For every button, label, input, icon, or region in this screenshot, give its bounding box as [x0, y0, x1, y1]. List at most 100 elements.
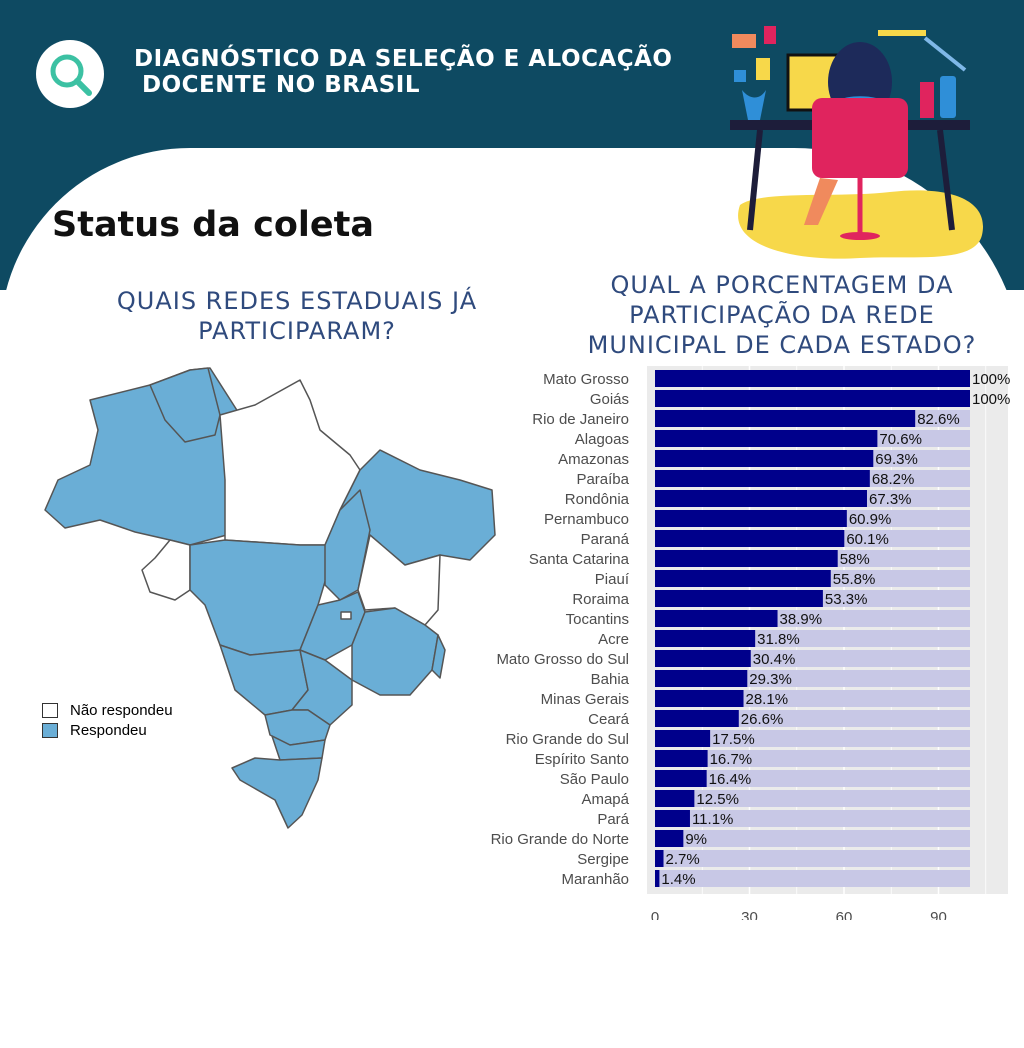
data-label: 70.6%	[879, 431, 922, 448]
data-label: 100%	[972, 391, 1010, 408]
map-region-santa-catarina-responded	[271, 735, 326, 761]
category-label: Sergipe	[577, 851, 629, 868]
data-label: 29.3%	[749, 671, 792, 688]
data-label: 68.2%	[872, 471, 915, 488]
bar	[655, 650, 751, 667]
bar	[655, 550, 838, 567]
map-chart-title: QUAIS REDES ESTADUAIS JÁ PARTICIPARAM?	[116, 287, 478, 345]
bar-background	[655, 770, 970, 787]
x-tick-label: 0	[651, 909, 659, 920]
data-label: 60.1%	[846, 531, 889, 548]
map-region-amapa-responded	[149, 367, 221, 443]
bar	[655, 770, 707, 787]
bar	[655, 390, 970, 407]
bar	[655, 690, 744, 707]
category-label: Alagoas	[575, 431, 629, 448]
participation-bar-chart: Mato Grosso 100% Goiás 100% Rio de Janeiro 82…	[491, 366, 1010, 920]
category-label: Amazonas	[558, 451, 629, 468]
bar	[655, 730, 711, 747]
data-label: 17.5%	[712, 731, 755, 748]
bar	[655, 850, 664, 867]
data-label: 100%	[972, 371, 1010, 388]
category-label: Acre	[598, 631, 629, 648]
category-label: Rondônia	[565, 491, 630, 508]
category-label: São Paulo	[560, 771, 629, 788]
category-label: Goiás	[590, 391, 629, 408]
bar-chart-title: QUAL A PORCENTAGEM DA PARTICIPAÇÃO DA RE…	[587, 271, 977, 359]
legend-swatch-responded	[42, 722, 58, 738]
data-label: 12.5%	[696, 791, 739, 808]
legend-label-responded: Respondeu	[70, 721, 147, 739]
category-label: Espírito Santo	[535, 751, 629, 768]
bar	[655, 750, 708, 767]
bar-background	[655, 750, 970, 767]
category-label: Paraíba	[576, 471, 629, 488]
bar	[655, 630, 756, 647]
bar	[655, 790, 695, 807]
bar	[655, 570, 831, 587]
category-label: Amapá	[581, 791, 629, 808]
data-label: 69.3%	[875, 451, 918, 468]
brazil-states-map	[44, 367, 496, 829]
bar	[655, 590, 823, 607]
x-tick-label: 90	[930, 909, 947, 920]
bar	[655, 710, 739, 727]
bar-background	[655, 830, 970, 847]
bar	[655, 670, 748, 687]
category-label: Piauí	[595, 571, 630, 588]
bar	[655, 830, 684, 847]
category-label: Mato Grosso	[543, 371, 629, 388]
category-label: Bahia	[591, 671, 630, 688]
data-label: 11.1%	[692, 811, 733, 828]
data-label: 2.7%	[666, 851, 700, 868]
section-title: Status da coleta	[52, 205, 374, 245]
data-label: 16.7%	[710, 751, 753, 768]
x-tick-label: 30	[741, 909, 758, 920]
category-label: Roraima	[572, 591, 629, 608]
x-tick-label: 60	[836, 909, 853, 920]
category-label: Tocantins	[566, 611, 629, 628]
category-label: Rio Grande do Sul	[506, 731, 629, 748]
category-label: Santa Catarina	[529, 551, 630, 568]
bar-background	[655, 730, 970, 747]
data-label: 30.4%	[753, 651, 796, 668]
bar-background	[655, 870, 970, 887]
category-label: Maranhão	[561, 871, 629, 888]
data-label: 82.6%	[917, 411, 960, 428]
data-label: 55.8%	[833, 571, 876, 588]
map-legend: Não respondeu Respondeu	[42, 700, 173, 740]
data-label: 31.8%	[757, 631, 800, 648]
category-label: Pará	[597, 811, 629, 828]
bar	[655, 530, 845, 547]
data-label: 9%	[685, 831, 707, 848]
category-label: Paraná	[581, 531, 630, 548]
data-label: 67.3%	[869, 491, 912, 508]
bar	[655, 610, 778, 627]
data-label: 38.9%	[780, 611, 823, 628]
data-label: 53.3%	[825, 591, 868, 608]
data-label: 28.1%	[746, 691, 789, 708]
map-region-federal-district	[340, 611, 352, 620]
category-label: Mato Grosso do Sul	[496, 651, 629, 668]
bar	[655, 510, 847, 527]
header-title-line-1: DIAGNÓSTICO DA SELEÇÃO E ALOCAÇÃO	[134, 46, 673, 72]
bar-background	[655, 810, 970, 827]
bar	[655, 410, 916, 427]
legend-item-not-responded: Não respondeu	[42, 700, 173, 720]
bar	[655, 450, 874, 467]
bar	[655, 430, 878, 447]
category-label: Ceará	[588, 711, 630, 728]
bar	[655, 370, 970, 387]
legend-label-not-responded: Não respondeu	[70, 701, 173, 719]
magnifier-icon	[36, 40, 104, 108]
map-region-goias-responded	[299, 591, 366, 661]
map-region-espirito-santo-responded	[431, 634, 446, 679]
bar	[655, 870, 660, 887]
bar	[655, 810, 690, 827]
data-label: 1.4%	[661, 871, 695, 888]
bar	[655, 490, 867, 507]
legend-item-responded: Respondeu	[42, 720, 173, 740]
bar	[655, 470, 870, 487]
legend-swatch-not-responded	[42, 702, 58, 718]
data-label: 58%	[840, 551, 870, 568]
